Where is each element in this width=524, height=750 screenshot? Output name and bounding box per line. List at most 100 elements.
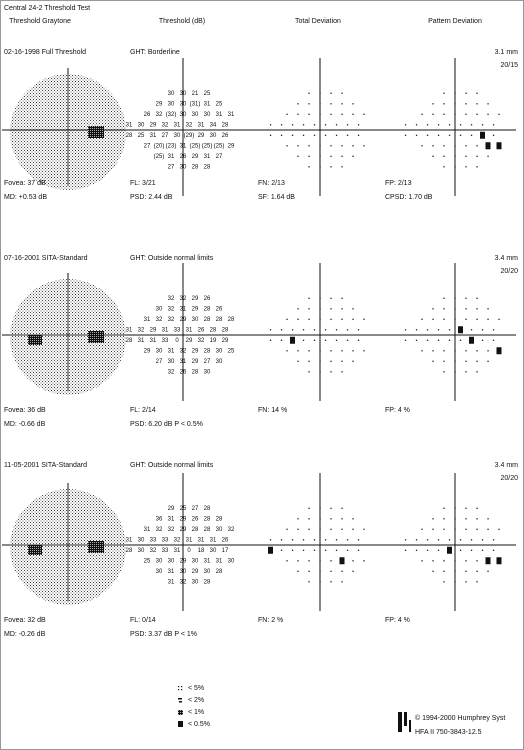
stat-fovea: Fovea: 37 dB xyxy=(4,180,46,187)
threshold-value: 30 xyxy=(210,133,217,139)
deviation-dot xyxy=(476,507,478,509)
threshold-value: (25) xyxy=(154,154,165,160)
threshold-value: 30 xyxy=(168,359,175,365)
deviation-dot xyxy=(454,155,456,157)
blind-spot xyxy=(88,126,104,138)
deviation-dot xyxy=(465,155,467,157)
deviation-dot xyxy=(308,371,310,373)
threshold-value: 33 xyxy=(162,537,169,543)
threshold-value: 28 xyxy=(222,122,229,128)
threshold-value: 28 xyxy=(210,327,217,333)
deviation-dot xyxy=(432,570,434,572)
stat-fl: FL: 0/14 xyxy=(130,617,156,624)
threshold-value: 32 xyxy=(180,348,187,354)
threshold-value: 29 xyxy=(180,317,187,323)
threshold-value: 31 xyxy=(162,327,169,333)
deviation-dot xyxy=(465,92,467,94)
deviation-dot xyxy=(297,528,299,530)
threshold-value: 28 xyxy=(192,164,199,170)
deviation-dot xyxy=(291,539,294,541)
test-date: 11-05-2001 SITA-Standard xyxy=(4,462,87,469)
deviation-dot xyxy=(341,155,343,157)
threshold-value: 32 xyxy=(156,527,163,533)
deviation-dot xyxy=(443,113,445,115)
deviation-dot xyxy=(330,350,332,352)
deviation-dot xyxy=(313,329,316,331)
deviation-dot xyxy=(459,539,462,541)
threshold-value: 26 xyxy=(180,369,187,375)
deviation-dot xyxy=(308,318,310,320)
deviation-dot xyxy=(352,145,354,147)
threshold-value: 26 xyxy=(180,154,187,160)
deviation-dot xyxy=(341,371,343,373)
threshold-value: (25) xyxy=(202,143,213,149)
deviation-dot xyxy=(319,350,321,352)
threshold-value: 30 xyxy=(174,133,181,139)
legend-label: < 0.5% xyxy=(188,721,210,728)
deviation-dot xyxy=(286,528,288,530)
deviation-dot xyxy=(363,113,365,115)
deviation-dot xyxy=(319,308,321,310)
stat-fn: FN: 2/13 xyxy=(258,180,285,187)
deviation-dot xyxy=(330,360,332,362)
deviation-dot xyxy=(421,560,423,562)
deviation-dot xyxy=(352,318,354,320)
deviation-dot xyxy=(297,103,299,105)
deviation-dot xyxy=(330,297,332,299)
deviation-dot xyxy=(454,581,456,583)
deviation-dot xyxy=(308,350,310,352)
deviation-dot xyxy=(415,124,418,126)
deviation-dot xyxy=(465,528,467,530)
graytone-field xyxy=(10,489,126,605)
deviation-dot xyxy=(421,528,423,530)
deviation-dot xyxy=(426,339,429,341)
deviation-dot xyxy=(330,113,332,115)
threshold-value: 32 xyxy=(168,317,175,323)
graytone-field xyxy=(10,279,126,395)
deviation-dot xyxy=(454,570,456,572)
deviation-dot xyxy=(352,570,354,572)
threshold-value: 31 xyxy=(198,537,205,543)
deviation-dot xyxy=(308,518,310,520)
stat-fn: FN: 14 % xyxy=(258,407,287,414)
threshold-value: 31 xyxy=(228,112,235,118)
deviation-dot xyxy=(319,360,321,362)
deviation-dot xyxy=(415,329,418,331)
deviation-dot xyxy=(352,350,354,352)
threshold-value: 27 xyxy=(156,359,163,365)
threshold-value: 28 xyxy=(126,133,133,139)
deviation-dot xyxy=(426,329,429,331)
ght-result: GHT: Borderline xyxy=(130,49,180,56)
threshold-value: 30 xyxy=(228,558,235,564)
deviation-symbol xyxy=(290,336,295,344)
threshold-value: 25 xyxy=(138,133,145,139)
threshold-value: 26 xyxy=(204,296,211,302)
deviation-dot xyxy=(459,134,462,136)
deviation-dot xyxy=(443,103,445,105)
threshold-value: 29 xyxy=(180,558,187,564)
deviation-dot xyxy=(487,360,489,362)
deviation-symbol xyxy=(496,347,502,355)
visual-acuity: 20/15 xyxy=(500,62,518,69)
deviation-dot xyxy=(286,113,288,115)
deviation-dot xyxy=(352,560,354,562)
deviation-dot xyxy=(324,339,327,341)
deviation-dot xyxy=(492,549,495,551)
deviation-dot xyxy=(454,560,456,562)
threshold-value: 31 xyxy=(216,558,223,564)
threshold-value: 30 xyxy=(192,112,199,118)
deviation-dot xyxy=(269,124,272,126)
deviation-dot xyxy=(459,549,462,551)
legend-label: < 5% xyxy=(188,685,204,692)
deviation-dot xyxy=(454,113,456,115)
deviation-dot xyxy=(335,329,338,331)
deviation-dot xyxy=(269,329,272,331)
threshold-value: 30 xyxy=(204,369,211,375)
deviation-dot xyxy=(415,339,418,341)
threshold-value: 25 xyxy=(180,506,187,512)
deviation-dot xyxy=(319,297,321,299)
deviation-dot xyxy=(443,92,445,94)
threshold-value: 29 xyxy=(180,516,187,522)
deviation-dot xyxy=(465,560,467,562)
deviation-symbol xyxy=(485,142,491,150)
